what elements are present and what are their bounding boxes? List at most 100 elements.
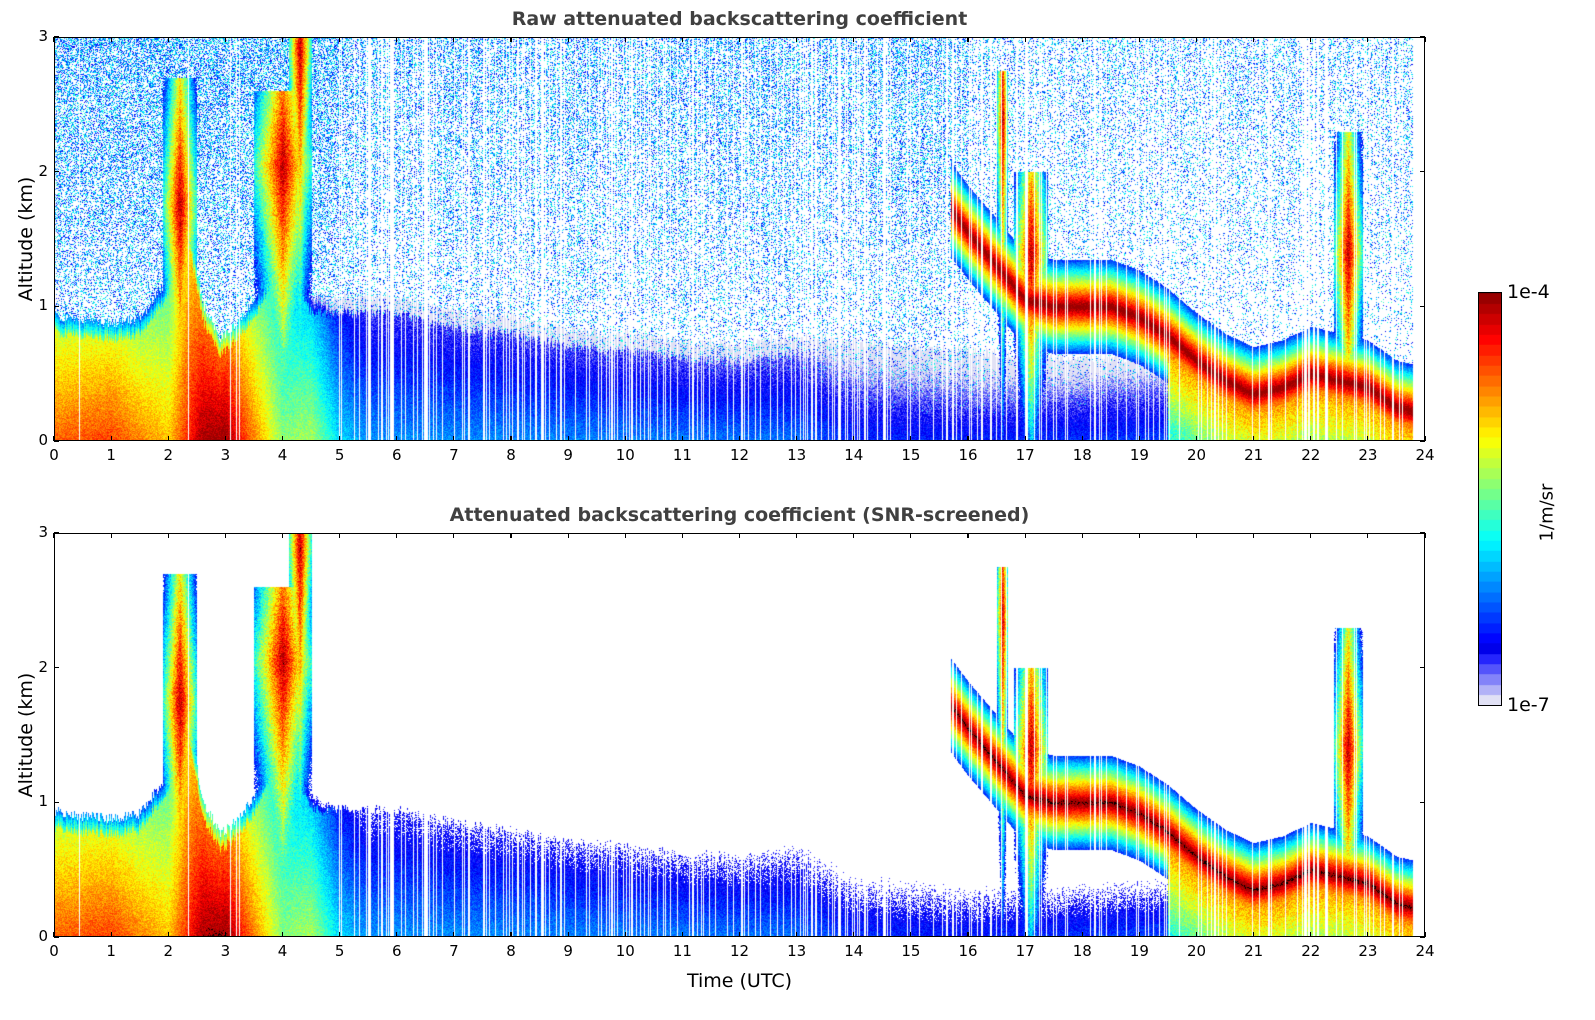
x-tick-label: 10	[615, 942, 635, 960]
x-tick-top	[910, 533, 912, 538]
x-tick-bottom	[1424, 436, 1426, 441]
x-tick-top	[1024, 533, 1026, 538]
x-tick-top	[510, 37, 512, 42]
y-tick-left	[54, 36, 59, 38]
y-tick-label: 3	[38, 523, 48, 541]
x-tick-label: 6	[391, 446, 402, 464]
x-tick-top	[1195, 37, 1198, 42]
x-tick-label: 23	[1358, 446, 1378, 464]
x-tick-label: 20	[1186, 942, 1207, 960]
x-tick-bottom	[1024, 932, 1026, 937]
bottom-panel-heatmap	[54, 533, 1425, 937]
x-tick-bottom	[967, 436, 969, 441]
x-tick-bottom	[1424, 932, 1426, 937]
x-tick-label: 7	[449, 446, 459, 464]
x-tick-label: 23	[1358, 942, 1378, 960]
x-tick-top	[453, 37, 455, 42]
x-tick-bottom	[510, 932, 512, 937]
y-tick-right	[1420, 667, 1425, 669]
x-tick-bottom	[796, 932, 798, 937]
x-tick-top	[453, 533, 455, 538]
x-tick-label: 17	[1015, 942, 1035, 960]
top-panel-title: Raw attenuated backscattering coefficien…	[511, 8, 968, 30]
top-panel-plot-area	[54, 37, 1425, 441]
x-tick-bottom	[1253, 436, 1255, 441]
x-tick-top	[1138, 37, 1140, 42]
x-tick-label: 5	[334, 942, 345, 960]
y-tick-right	[1420, 532, 1425, 534]
x-tick-top	[339, 533, 341, 538]
x-tick-bottom	[281, 436, 284, 441]
x-tick-bottom	[110, 436, 112, 441]
x-tick-bottom	[910, 436, 912, 441]
x-tick-top	[624, 37, 626, 42]
x-tick-bottom	[167, 436, 169, 441]
y-tick-label: 0	[38, 927, 48, 945]
x-tick-bottom	[281, 932, 284, 937]
x-tick-top	[510, 533, 512, 538]
x-tick-label: 8	[506, 942, 516, 960]
x-tick-top	[1195, 533, 1198, 538]
y-tick-label: 1	[38, 296, 48, 315]
x-tick-top	[1367, 37, 1369, 42]
x-tick-label: 16	[958, 446, 978, 464]
x-tick-top	[738, 533, 741, 538]
x-tick-top	[53, 533, 55, 538]
x-tick-bottom	[1138, 932, 1140, 937]
top-panel-heatmap	[54, 37, 1425, 441]
x-tick-top	[224, 533, 226, 538]
x-tick-top	[1424, 533, 1426, 538]
x-tick-label: 2	[163, 942, 174, 960]
x-tick-label: 10	[615, 446, 635, 464]
x-tick-bottom	[53, 436, 55, 441]
x-tick-top	[853, 37, 855, 42]
x-tick-label: 15	[901, 446, 921, 464]
x-tick-label: 22	[1301, 942, 1321, 960]
x-tick-bottom	[567, 436, 569, 441]
x-tick-top	[796, 37, 798, 42]
y-tick-label: 0	[38, 431, 48, 449]
x-tick-label: 9	[563, 942, 573, 960]
colorbar-min-label: 1e-7	[1507, 694, 1550, 716]
x-tick-label: 11	[672, 446, 692, 464]
x-tick-bottom	[738, 932, 741, 937]
x-tick-top	[1367, 533, 1369, 538]
x-tick-bottom	[910, 932, 912, 937]
x-tick-bottom	[1081, 436, 1083, 441]
x-tick-label: 7	[449, 942, 459, 960]
x-tick-bottom	[681, 932, 683, 937]
x-tick-bottom	[510, 436, 512, 441]
x-tick-label: 4	[277, 942, 288, 960]
x-tick-top	[567, 37, 569, 42]
x-tick-label: 12	[729, 942, 750, 960]
y-tick-left	[54, 305, 59, 307]
x-tick-label: 2	[163, 446, 174, 464]
x-tick-top	[1081, 37, 1083, 42]
x-tick-top	[339, 37, 341, 42]
x-tick-top	[224, 37, 226, 42]
x-tick-bottom	[110, 932, 112, 937]
colorbar	[1478, 292, 1502, 706]
y-tick-left	[54, 440, 59, 442]
x-tick-label: 11	[672, 942, 692, 960]
x-tick-bottom	[1081, 932, 1083, 937]
x-tick-label: 18	[1072, 942, 1092, 960]
x-tick-label: 0	[49, 942, 59, 960]
y-tick-right	[1420, 801, 1425, 803]
y-tick-left	[54, 532, 59, 534]
x-tick-top	[624, 533, 626, 538]
x-tick-label: 19	[1129, 446, 1149, 464]
top-panel-ylabel: Altitude (km)	[15, 176, 37, 302]
x-tick-top	[853, 533, 855, 538]
x-tick-top	[396, 37, 398, 42]
x-tick-top	[1024, 37, 1026, 42]
x-tick-bottom	[1195, 932, 1198, 937]
x-tick-bottom	[967, 932, 969, 937]
x-tick-label: 14	[844, 942, 864, 960]
y-tick-label: 2	[38, 161, 48, 180]
y-tick-label: 2	[38, 657, 48, 676]
x-tick-bottom	[1367, 436, 1369, 441]
y-tick-label: 3	[38, 27, 48, 45]
x-tick-label: 9	[563, 446, 573, 464]
y-tick-left	[54, 171, 59, 173]
